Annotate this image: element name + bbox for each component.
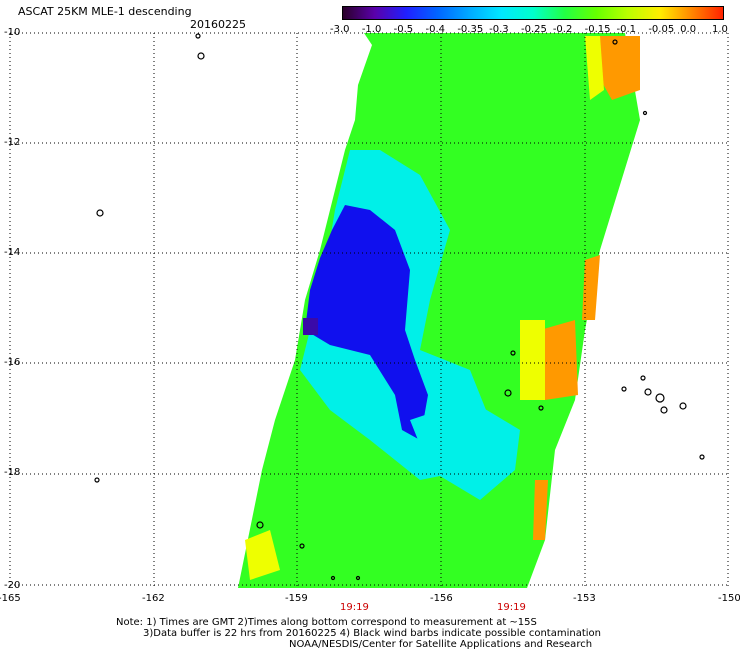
island-outline	[612, 39, 618, 45]
island-outline	[655, 393, 665, 403]
swath-purple-spot	[303, 318, 318, 335]
colorbar-tick-label: 0.0	[680, 24, 697, 35]
colorbar-tick-label: -0.25	[521, 24, 547, 35]
island-outline	[299, 543, 305, 549]
lon-label-4: -156	[430, 593, 453, 604]
colorbar-tick-label: -0.3	[489, 24, 509, 35]
swath-orange-top	[590, 36, 640, 100]
island-outline	[699, 454, 705, 460]
lat-label-5: -18	[4, 467, 21, 478]
note-line-1: Note: 1) Times are GMT 2)Times along bot…	[116, 617, 537, 628]
colorbar-tick-label: 1.0	[712, 24, 728, 35]
time-label-right: 19:19	[497, 602, 526, 613]
swath-yellow-low	[245, 530, 280, 580]
swath-data	[238, 33, 640, 588]
colorbar-tick-label: -1.0	[361, 24, 382, 35]
swath-cyan-lower	[410, 400, 520, 500]
island-outline	[94, 477, 100, 483]
colorbar	[342, 6, 724, 20]
lon-label-3: -159	[285, 593, 308, 604]
lat-label-4: -16	[4, 357, 21, 368]
lat-lon-grid	[9, 32, 729, 588]
map-title: ASCAT 25KM MLE-1 descending	[18, 5, 192, 18]
island-outline	[195, 33, 201, 39]
colorbar-tick-label: -3.0	[330, 24, 350, 35]
time-label-left: 19:19	[340, 602, 369, 613]
colorbar-tick-label: -0.05	[648, 24, 675, 35]
island-outline	[504, 389, 512, 397]
island-outlines	[94, 33, 705, 581]
island-outline	[640, 375, 646, 381]
island-outline	[197, 52, 205, 60]
swath-yellow-mid	[520, 320, 545, 400]
island-outline	[621, 386, 627, 392]
note-line-2: 3)Data buffer is 22 hrs from 20160225 4)…	[143, 628, 601, 639]
island-outline	[330, 575, 336, 581]
island-outline	[96, 209, 104, 217]
lat-label-1: -10	[4, 27, 21, 38]
island-outline	[642, 110, 648, 116]
colorbar-tick-label: -0.2	[552, 24, 573, 35]
island-outline	[538, 405, 544, 411]
colorbar-tick-label: -0.35	[457, 24, 484, 35]
lon-label-2: -162	[142, 593, 165, 604]
lon-label-1: -165	[0, 593, 21, 604]
colorbar-tick-label: -0.15	[584, 24, 611, 35]
swath-blue-region	[305, 205, 428, 440]
colorbar-labels: -3.0 -1.0 -0.5 -0.4 -0.35 -0.3 -0.25 -0.2 -0.15-…	[330, 24, 735, 36]
swath-orange-mid	[540, 320, 578, 400]
island-outline	[256, 521, 264, 529]
map-date: 20160225	[190, 18, 246, 31]
lat-label-2: -12	[4, 137, 21, 148]
colorbar-tick-label: -0.5	[393, 24, 414, 35]
colorbar-tick-label: -0.4	[425, 24, 446, 35]
lon-label-5: -153	[573, 593, 596, 604]
swath-orange-edge	[582, 255, 600, 320]
island-outline	[355, 575, 361, 581]
swath-yellow-top	[585, 36, 604, 100]
island-outline	[660, 406, 668, 414]
lat-label-6: -20	[4, 580, 21, 591]
island-outline	[510, 350, 516, 356]
swath-base	[238, 33, 640, 588]
swath-orange-low	[533, 480, 548, 540]
notes: Note: 1) Times are GMT 2)Times along bot…	[116, 617, 601, 650]
lon-label-6: -150	[718, 593, 740, 604]
colorbar-tick-label: -0.1	[616, 24, 637, 35]
lat-label-3: -14	[4, 247, 21, 258]
note-line-3: NOAA/NESDIS/Center for Satellite Applica…	[289, 639, 593, 650]
island-outline	[679, 402, 687, 410]
island-outline	[644, 388, 652, 396]
